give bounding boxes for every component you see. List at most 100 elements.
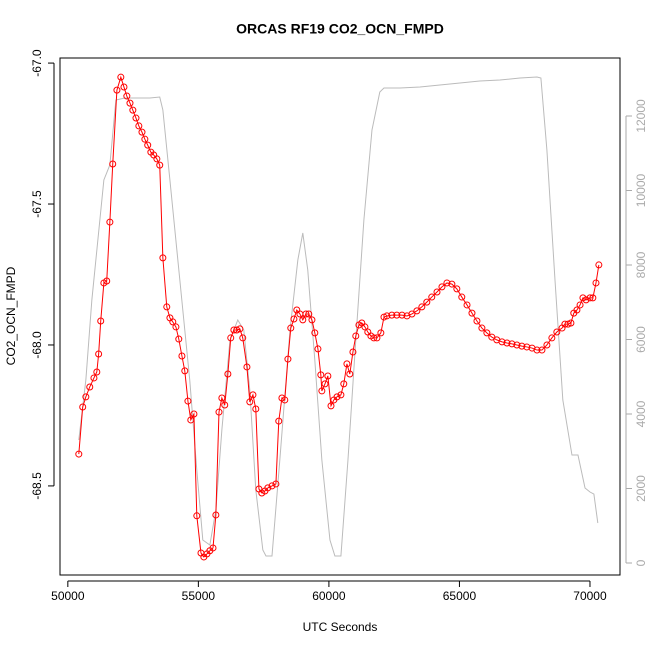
data-point	[468, 309, 476, 317]
data-point	[383, 312, 391, 320]
y2-tick-label: 12000	[634, 99, 648, 133]
data-point	[209, 544, 217, 552]
data-point	[311, 329, 319, 337]
data-point	[106, 218, 114, 226]
y-tick-label: -68.5	[30, 472, 44, 500]
x-tick-label: 55000	[182, 589, 216, 603]
data-point	[538, 346, 546, 354]
data-point	[120, 83, 128, 91]
data-point	[388, 311, 396, 319]
data-point	[239, 334, 247, 342]
data-point	[90, 374, 98, 382]
data-point	[233, 326, 241, 334]
data-point	[287, 324, 295, 332]
data-point	[418, 303, 426, 311]
data-point	[156, 161, 164, 169]
data-point	[458, 293, 466, 301]
data-point	[302, 310, 310, 318]
data-point	[93, 368, 101, 376]
data-point	[181, 367, 189, 375]
data-point	[337, 391, 345, 399]
plot-box	[59, 57, 621, 576]
x-axis-label: UTC Seconds	[303, 620, 378, 634]
data-point	[370, 334, 378, 342]
x-tick-label: 60000	[312, 589, 346, 603]
data-point	[582, 296, 590, 304]
data-point	[567, 319, 575, 327]
data-point	[86, 383, 94, 391]
y2-tick-label: 4000	[634, 400, 648, 427]
data-point	[318, 387, 326, 395]
data-point	[361, 323, 369, 331]
chart-title: ORCAS RF19 CO2_OCN_FMPD	[236, 21, 444, 37]
data-point	[343, 360, 351, 368]
data-point	[252, 405, 260, 413]
data-point	[103, 277, 111, 285]
y-tick-label: -68.0	[30, 331, 44, 359]
data-point	[333, 393, 341, 401]
data-point	[97, 317, 105, 325]
data-point	[290, 315, 298, 323]
data-point	[135, 122, 143, 130]
data-point	[129, 106, 137, 114]
data-point	[193, 512, 201, 520]
data-point	[169, 318, 177, 326]
data-point	[548, 334, 556, 342]
data-point	[153, 155, 161, 163]
data-point	[221, 401, 229, 409]
data-point	[373, 334, 381, 342]
data-point	[523, 343, 531, 351]
data-point	[215, 408, 223, 416]
data-point	[79, 403, 87, 411]
data-point	[589, 294, 597, 302]
data-point	[132, 114, 140, 122]
data-point	[413, 307, 421, 315]
data-point	[595, 261, 603, 269]
data-point	[190, 410, 198, 418]
data-point	[272, 480, 280, 488]
data-point	[478, 324, 486, 332]
data-point	[346, 370, 354, 378]
data-point	[324, 372, 332, 380]
x-tick-label: 65000	[443, 589, 477, 603]
data-point	[159, 254, 167, 262]
data-point	[393, 311, 401, 319]
data-point	[408, 310, 416, 318]
data-point	[498, 338, 506, 346]
data-point	[321, 380, 329, 388]
data-point	[117, 73, 125, 81]
data-point	[543, 341, 551, 349]
data-point	[573, 306, 581, 314]
data-point	[443, 279, 451, 287]
series-line	[78, 76, 599, 557]
data-point	[308, 316, 316, 324]
data-point	[113, 86, 121, 94]
data-point	[453, 285, 461, 293]
data-point	[317, 371, 325, 379]
data-point	[483, 329, 491, 337]
data-point	[184, 397, 192, 405]
series-line	[78, 75, 600, 558]
data-point	[503, 339, 511, 347]
data-point	[144, 141, 152, 149]
data-point	[438, 283, 446, 291]
y2-tick-label: 2000	[634, 475, 648, 502]
data-point	[314, 345, 322, 353]
data-point	[141, 135, 149, 143]
data-point	[172, 323, 180, 331]
data-point	[281, 396, 289, 404]
data-point	[296, 310, 304, 318]
y-axis-label: CO2_OCN_FMPD	[4, 266, 18, 365]
data-point	[82, 393, 90, 401]
y-tick-label: -67.5	[30, 190, 44, 218]
data-point	[275, 417, 283, 425]
data-point	[305, 310, 313, 318]
data-point	[95, 350, 103, 358]
data-point	[327, 402, 335, 410]
data-point	[138, 128, 146, 136]
data-point	[428, 293, 436, 301]
data-point	[473, 317, 481, 325]
y-tick-label: -67.0	[30, 49, 44, 77]
data-point	[268, 482, 276, 490]
data-point	[123, 92, 131, 100]
